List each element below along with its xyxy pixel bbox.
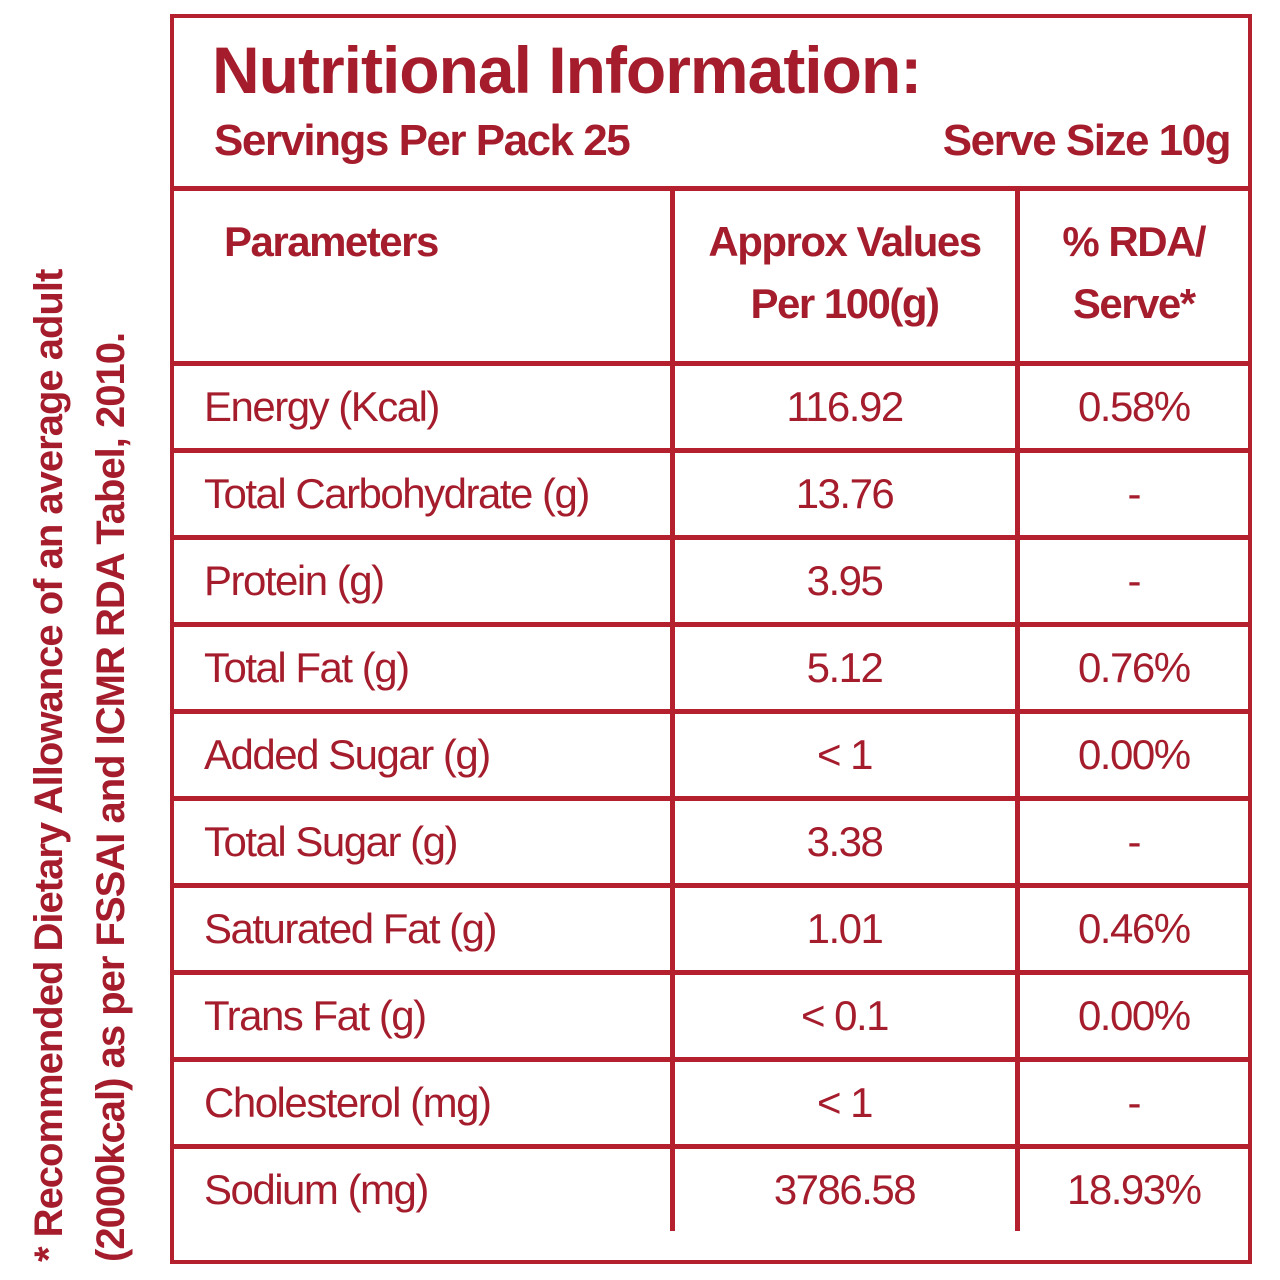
- header-line: Serve*: [1072, 280, 1196, 327]
- table-row: Added Sugar (g) < 1 0.00%: [174, 709, 1248, 801]
- value: 0.00%: [1014, 970, 1248, 1062]
- table-row: Cholesterol (mg) < 1-: [174, 1057, 1248, 1149]
- value: < 1: [669, 1057, 1020, 1149]
- value: 5.12: [669, 622, 1020, 714]
- footnote-line: * Recommended Dietary Allowance of an av…: [27, 269, 71, 1262]
- header-line: Parameters: [224, 218, 439, 265]
- parameter: Trans Fat (g): [174, 970, 675, 1062]
- table-row: Total Carbohydrate (g) 13.76-: [174, 448, 1248, 540]
- table-row: Trans Fat (g) < 0.1 0.00%: [174, 970, 1248, 1062]
- footnote-line: (2000kcal) as per FSSAI and ICMR RDA Tab…: [89, 332, 133, 1262]
- parameter: Added Sugar (g): [174, 709, 675, 801]
- value: 18.93%: [1014, 1144, 1248, 1231]
- column-header: % RDA/Serve*: [1014, 191, 1248, 366]
- value: < 0.1: [669, 970, 1020, 1062]
- header-line: Per 100(g): [750, 280, 940, 327]
- table-row: Total Fat (g) 5.12 0.76%: [174, 622, 1248, 714]
- value: 116.92: [669, 361, 1020, 453]
- nutrition-table: Parameters Approx Values Per 100(g) % RDA/S…: [174, 191, 1248, 1231]
- value: 1.01: [669, 883, 1020, 975]
- value: 0.46%: [1014, 883, 1248, 975]
- column-header: Parameters: [174, 191, 675, 366]
- servings: Servings Per Pack 25: [214, 116, 631, 165]
- value: < 1: [669, 709, 1020, 801]
- parameter: Energy (Kcal): [174, 361, 675, 453]
- table-row: Protein (g) 3.95-: [174, 535, 1248, 627]
- value: 0.00%: [1014, 709, 1248, 801]
- parameter: Total Sugar (g): [174, 796, 675, 888]
- value: 3.95: [669, 535, 1020, 627]
- footnote: * Recommended Dietary Allowance of an av…: [18, 12, 148, 1262]
- table-row: Total Sugar (g) 3.38-: [174, 796, 1248, 888]
- header-line: % RDA/: [1062, 218, 1206, 265]
- parameter: Total Carbohydrate (g): [174, 448, 675, 540]
- parameter: Saturated Fat (g): [174, 883, 675, 975]
- table-row: Energy (Kcal) 116.92 0.58%: [174, 361, 1248, 453]
- value: 0.58%: [1014, 361, 1248, 453]
- value: -: [1014, 448, 1248, 540]
- table-row: Saturated Fat (g) 1.01 0.46%: [174, 883, 1248, 975]
- value: 13.76: [669, 448, 1020, 540]
- header-line: Approx Values: [708, 218, 982, 265]
- parameter: Total Fat (g): [174, 622, 675, 714]
- value: 3786.58: [669, 1144, 1020, 1231]
- panel-header: Nutritional Information: Servings Per Pa…: [174, 18, 1248, 191]
- value: 0.76%: [1014, 622, 1248, 714]
- column-header: Approx Values Per 100(g): [669, 191, 1020, 366]
- serve-size: Serve Size 10g: [942, 116, 1232, 165]
- parameter: Protein (g): [174, 535, 675, 627]
- header-row: Parameters Approx Values Per 100(g) % RDA/S…: [174, 191, 1248, 366]
- parameter: Cholesterol (mg): [174, 1057, 675, 1149]
- title: Nutritional Information:: [212, 33, 922, 107]
- value: -: [1014, 535, 1248, 627]
- value: -: [1014, 1057, 1248, 1149]
- parameter: Sodium (mg): [174, 1144, 675, 1231]
- value: 3.38: [669, 796, 1020, 888]
- table-row: Sodium (mg) 3786.58 18.93%: [174, 1144, 1248, 1231]
- value: -: [1014, 796, 1248, 888]
- nutrition-panel: Nutritional Information: Servings Per Pa…: [170, 14, 1252, 1264]
